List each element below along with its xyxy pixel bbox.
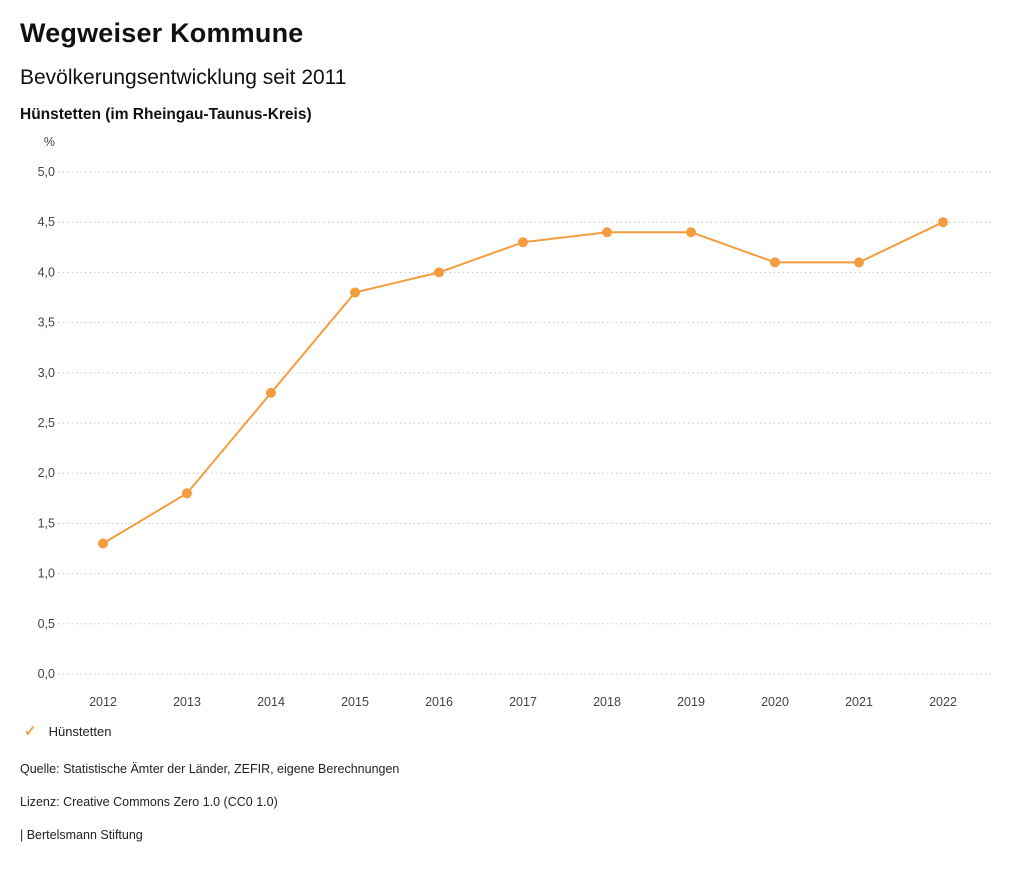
x-tick-label: 2020 (761, 695, 789, 709)
data-point-marker (350, 287, 360, 298)
y-tick-label: 0,5 (38, 617, 55, 631)
page-title: Wegweiser Kommune (20, 18, 304, 48)
x-tick-label: 2015 (341, 695, 369, 709)
chart-area: % 0,0 0,5 1,0 1,5 2,0 2,5 3,0 3,5 4,0 4,5 5,0 2012 20… (0, 126, 1024, 718)
legend-label: Hünstetten (48, 723, 112, 739)
unit-label: % (44, 135, 55, 149)
check-icon: ✓ (24, 723, 37, 740)
source-text: Quelle: Statistische Ämter der Länder, Z… (20, 762, 400, 776)
x-tick-label: 2017 (509, 695, 537, 709)
license-text: Lizenz: Creative Commons Zero 1.0 (CC0 1… (20, 795, 278, 809)
x-tick-label: 2012 (89, 695, 117, 709)
data-point-marker (266, 387, 276, 398)
data-point-marker (770, 257, 780, 268)
chart-footer: Quelle: Statistische Ämter der Länder, Z… (0, 762, 1024, 842)
y-tick-label: 3,5 (38, 316, 55, 330)
y-tick-label: 2,5 (38, 416, 55, 430)
y-tick-label: 1,5 (38, 516, 55, 530)
y-tick-label: 2,0 (38, 466, 55, 480)
data-point-marker (686, 227, 696, 238)
y-tick-label: 1,0 (38, 567, 55, 581)
series-line (102, 221, 944, 545)
x-tick-label: 2019 (677, 695, 705, 709)
x-tick-label: 2018 (593, 695, 621, 709)
attribution-text: | Bertelsmann Stiftung (20, 828, 143, 842)
y-tick-label: 5,0 (38, 165, 55, 179)
x-tick-label: 2014 (257, 695, 285, 709)
y-tick-label: 4,5 (38, 215, 55, 229)
x-tick-label: 2016 (425, 695, 453, 709)
y-tick-label: 0,0 (38, 667, 55, 681)
x-tick-label: 2022 (929, 695, 957, 709)
y-tick-label: 4,0 (38, 265, 55, 279)
data-point-marker (938, 217, 948, 228)
data-point-marker (182, 488, 192, 499)
chart-header: Wegweiser Kommune Bevölkerungsentwicklun… (0, 0, 1024, 124)
data-point-marker (434, 267, 444, 278)
data-point-marker (602, 227, 612, 238)
data-point-marker (98, 538, 108, 549)
chart-location: Hünstetten (im Rheingau-Taunus-Kreis) (20, 106, 312, 123)
x-tick-label: 2013 (173, 695, 201, 709)
data-point-marker (854, 257, 864, 268)
line-chart: % 0,0 0,5 1,0 1,5 2,0 2,5 3,0 3,5 4,0 4,5 5,0 2012 20… (38, 135, 992, 709)
y-tick-label: 3,0 (38, 366, 55, 380)
x-tick-label: 2021 (845, 695, 873, 709)
data-point-marker (518, 237, 528, 248)
chart-legend[interactable]: ✓ Hünstetten (0, 722, 1024, 740)
chart-subtitle: Bevölkerungsentwicklung seit 2011 (20, 66, 347, 89)
